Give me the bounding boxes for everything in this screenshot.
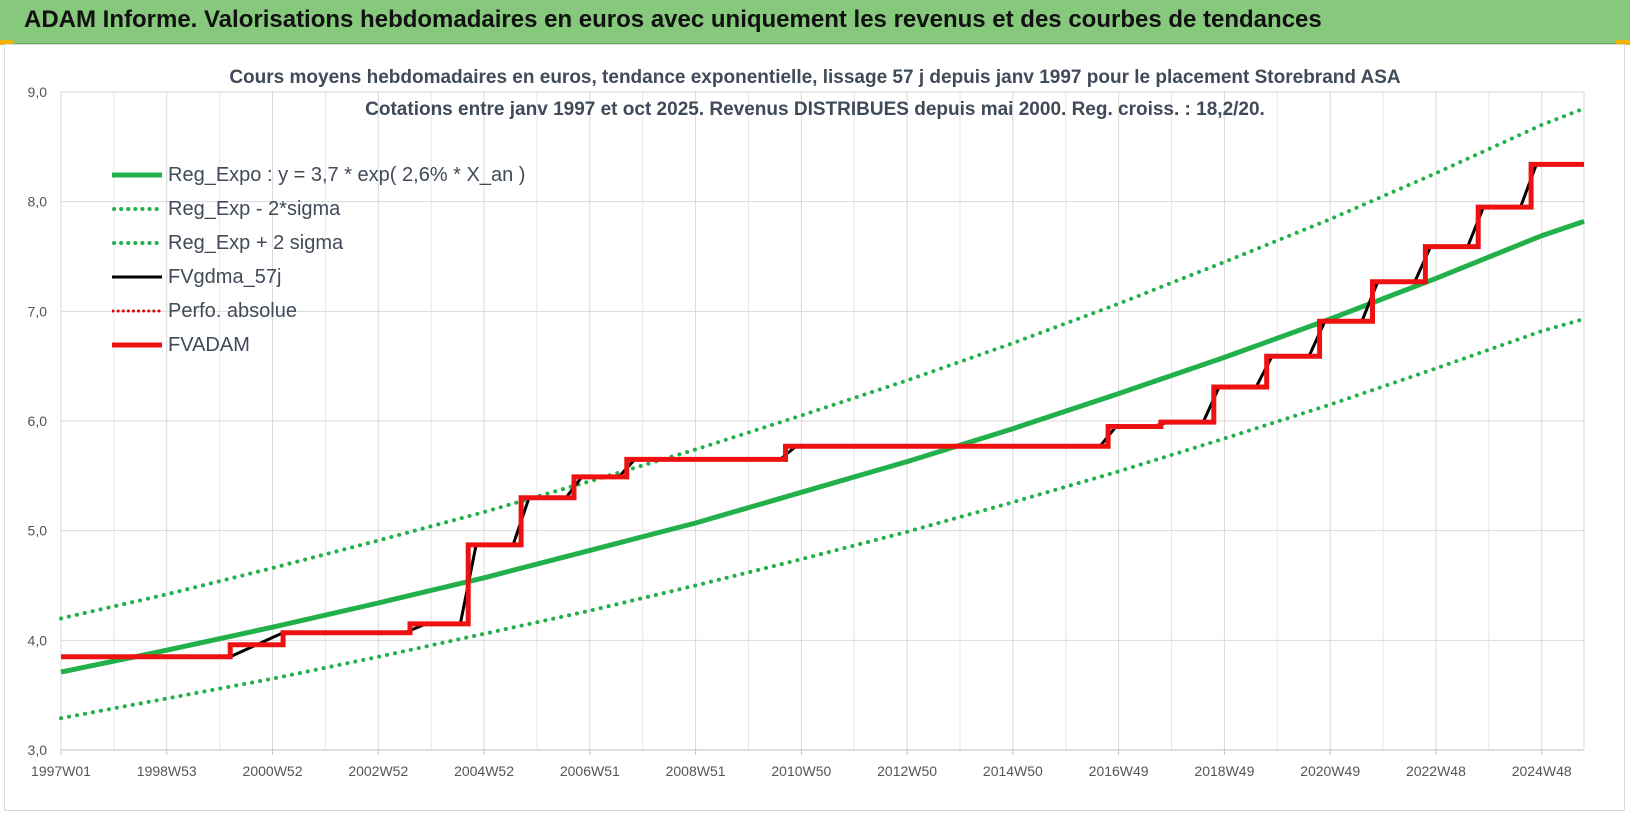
y-tick-label: 9,0 (28, 84, 48, 100)
y-tick-label: 7,0 (28, 303, 48, 319)
legend-swatch-reg-expo (112, 172, 162, 178)
y-axis-ticks: 3,0 4,0 5,0 6,0 7,0 8,0 9,0 (28, 84, 48, 758)
x-tick-label: 2000W52 (243, 763, 303, 779)
x-axis-ticks: 1997W01 1998W53 2000W52 2002W52 2004W52 2006W… (31, 750, 1572, 779)
chart-legend: Reg_Expo : y = 3,7 * exp( 2,6% * X_an ) … (112, 158, 525, 362)
corner-mark-left (0, 40, 14, 45)
legend-item-fvadam: FVADAM (112, 328, 525, 362)
legend-swatch-reg-exp-minus (112, 207, 164, 211)
legend-swatch-fvgdma (112, 275, 162, 279)
x-tick-label: 2018W49 (1194, 763, 1254, 779)
y-tick-label: 8,0 (28, 194, 48, 210)
x-tick-label: 2004W52 (454, 763, 514, 779)
legend-swatch-fvadam (112, 342, 162, 348)
x-tick-label: 2008W51 (666, 763, 726, 779)
x-tick-label: 2024W48 (1512, 763, 1572, 779)
legend-item-perfo: Perfo. absolue (112, 294, 525, 328)
legend-swatch-perfo (112, 309, 164, 313)
series-line-low (59, 317, 1586, 721)
series-lines (59, 106, 1586, 721)
legend-label-fvgdma: FVgdma_57j (168, 265, 282, 288)
chart-title-line-2: Cotations entre janv 1997 et oct 2025. R… (365, 99, 1265, 120)
x-tick-label: 1998W53 (137, 763, 197, 779)
grid-lines (60, 91, 1585, 751)
corner-mark-right (1616, 40, 1630, 45)
x-tick-label: 2006W51 (560, 763, 620, 779)
legend-item-fvgdma: FVgdma_57j (112, 260, 525, 294)
legend-item-reg-expo: Reg_Expo : y = 3,7 * exp( 2,6% * X_an ) (112, 158, 525, 192)
report-header: ADAM Informe. Valorisations hebdomadaire… (0, 0, 1630, 44)
report-title: ADAM Informe. Valorisations hebdomadaire… (24, 6, 1322, 33)
chart-title-line-1: Cours moyens hebdomadaires en euros, ten… (229, 67, 1401, 88)
legend-label-reg-expo: Reg_Expo : y = 3,7 * exp( 2,6% * X_an ) (168, 163, 526, 186)
x-tick-label: 2012W50 (877, 763, 937, 779)
y-tick-label: 5,0 (28, 523, 48, 539)
legend-label-fvadam: FVADAM (168, 333, 250, 356)
y-tick-label: 4,0 (28, 632, 48, 648)
x-tick-label: 2022W48 (1406, 763, 1466, 779)
x-tick-label: 2014W50 (983, 763, 1043, 779)
y-tick-label: 3,0 (28, 742, 48, 758)
legend-item-reg-exp-plus: Reg_Exp + 2 sigma (112, 226, 525, 260)
series-line-adam (61, 161, 1584, 660)
y-tick-label: 6,0 (28, 413, 48, 429)
legend-swatch-reg-exp-plus (112, 241, 164, 245)
x-tick-label: 2010W50 (771, 763, 831, 779)
chart-frame (4, 44, 1625, 811)
legend-label-reg-exp-plus: Reg_Exp + 2 sigma (168, 231, 344, 254)
legend-label-perfo: Perfo. absolue (168, 299, 297, 322)
legend-label-reg-exp-minus: Reg_Exp - 2*sigma (168, 197, 341, 220)
x-tick-label: 2016W49 (1089, 763, 1149, 779)
x-tick-label: 1997W01 (31, 763, 91, 779)
legend-item-reg-exp-minus: Reg_Exp - 2*sigma (112, 192, 525, 226)
x-tick-label: 2020W49 (1300, 763, 1360, 779)
x-tick-label: 2002W52 (348, 763, 408, 779)
series-line-reg (60, 219, 1585, 675)
